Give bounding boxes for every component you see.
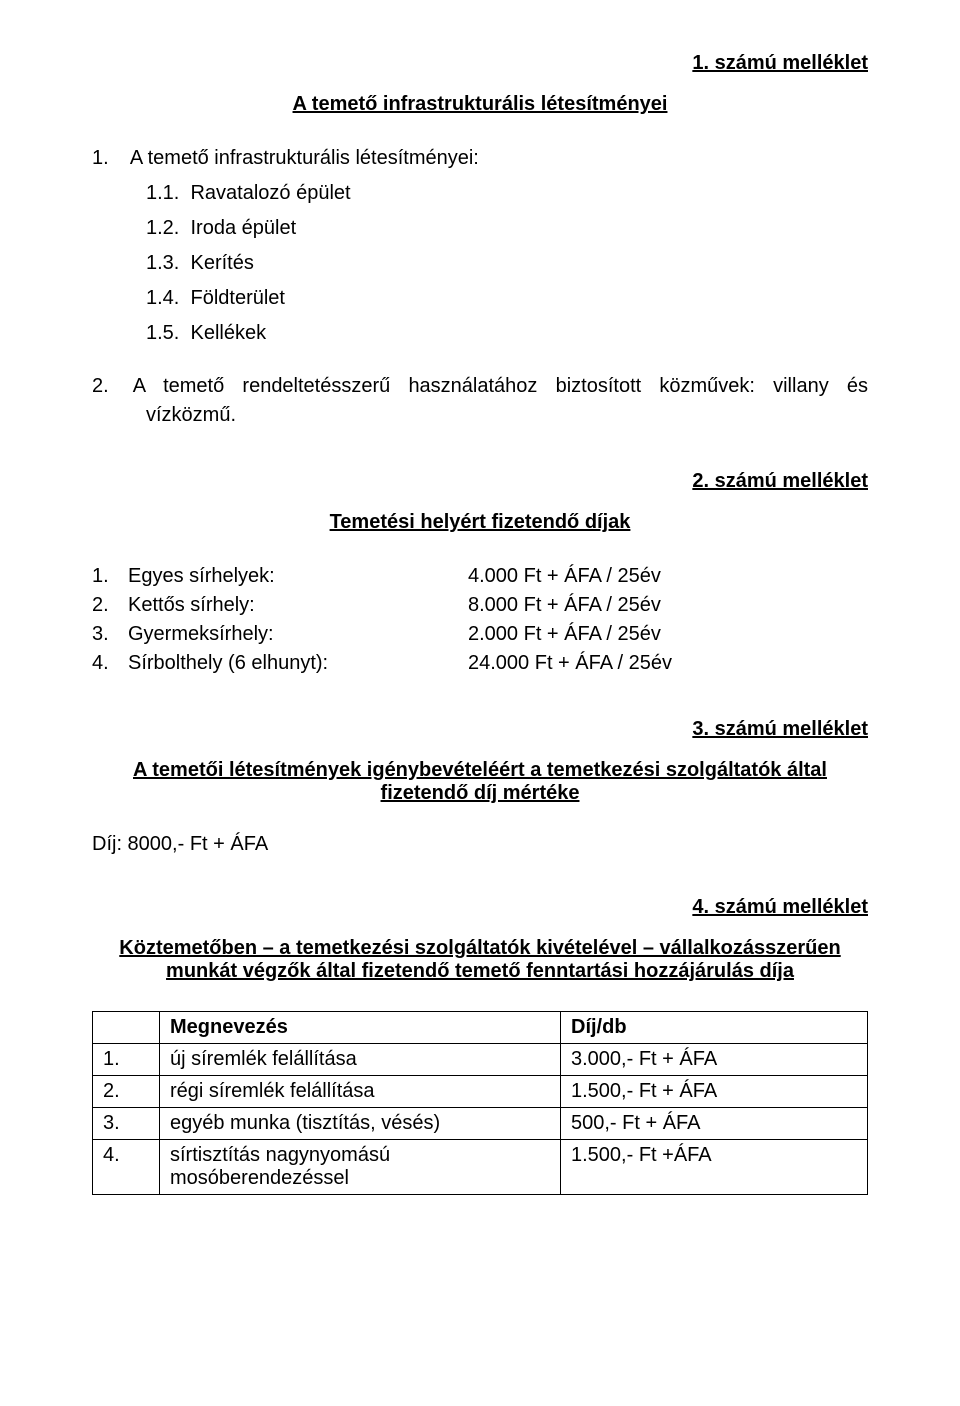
cell-num: 2. xyxy=(93,1076,160,1108)
section-1-intro-text: A temető infrastrukturális létesítményei… xyxy=(130,147,479,169)
cell-name: sírtisztítás nagynyomású mosóberendezéss… xyxy=(160,1140,561,1195)
item-label: Kerítés xyxy=(190,252,253,274)
table-row: 3. egyéb munka (tisztítás, vésés) 500,- … xyxy=(93,1108,868,1140)
item-num: 1.4. xyxy=(146,287,179,309)
section-2-line1: 2. A temető rendeltetésszerű használatáh… xyxy=(92,372,868,401)
fee-table: Megnevezés Díj/db 1. új síremlék felállí… xyxy=(92,1011,868,1195)
table-row: 1. új síremlék felállítása 3.000,- Ft + … xyxy=(93,1044,868,1076)
appendix-4-label: 4. számú melléklet xyxy=(92,896,868,919)
table-row: 4. sírtisztítás nagynyomású mosóberendez… xyxy=(93,1140,868,1195)
item-label: Földterület xyxy=(190,287,285,309)
cell-price: 500,- Ft + ÁFA xyxy=(561,1108,868,1140)
fee-num: 1. xyxy=(92,562,128,591)
fee-list: 1. Egyes sírhelyek: 4.000 Ft + ÁFA / 25é… xyxy=(92,562,868,678)
fee-num: 2. xyxy=(92,591,128,620)
fee-value: 4.000 Ft + ÁFA / 25év xyxy=(468,562,868,591)
appendix-2-label: 2. számú melléklet xyxy=(92,470,868,493)
table-header-blank xyxy=(93,1012,160,1044)
fee-label: Sírbolthely (6 elhunyt): xyxy=(128,649,468,678)
table-header-name: Megnevezés xyxy=(160,1012,561,1044)
item-label: Iroda épület xyxy=(190,217,296,239)
section-2-text: A temető rendeltetésszerű használatához … xyxy=(109,372,868,401)
list-item: 1.5. Kellékek xyxy=(146,319,868,348)
fee-value: 24.000 Ft + ÁFA / 25év xyxy=(468,649,868,678)
item-num: 1.5. xyxy=(146,322,179,344)
appendix-4-title-line1: Köztemetőben – a temetkezési szolgáltató… xyxy=(92,937,868,960)
fee-label: Gyermeksírhely: xyxy=(128,620,468,649)
fee-row: 1. Egyes sírhelyek: 4.000 Ft + ÁFA / 25é… xyxy=(92,562,868,591)
item-num: 1.1. xyxy=(146,182,179,204)
appendix-3-label: 3. számú melléklet xyxy=(92,718,868,741)
cell-price: 1.500,- Ft +ÁFA xyxy=(561,1140,868,1195)
item-label: Kellékek xyxy=(190,322,266,344)
table-row: 2. régi síremlék felállítása 1.500,- Ft … xyxy=(93,1076,868,1108)
cell-num: 1. xyxy=(93,1044,160,1076)
fee-value: 2.000 Ft + ÁFA / 25év xyxy=(468,620,868,649)
appendix-3-title-line1: A temetői létesítmények igénybevételéért… xyxy=(92,759,868,782)
list-item: 1.3. Kerítés xyxy=(146,249,868,278)
cell-name: régi síremlék felállítása xyxy=(160,1076,561,1108)
section-2-line2: vízközmű. xyxy=(92,401,868,430)
section-1-intro-num: 1. xyxy=(92,147,109,169)
cell-num: 4. xyxy=(93,1140,160,1195)
fee-row: 2. Kettős sírhely: 8.000 Ft + ÁFA / 25év xyxy=(92,591,868,620)
fee-value: 8.000 Ft + ÁFA / 25év xyxy=(468,591,868,620)
appendix-1-label: 1. számú melléklet xyxy=(92,52,868,75)
list-item: 1.4. Földterület xyxy=(146,284,868,313)
cell-name: új síremlék felállítása xyxy=(160,1044,561,1076)
section-1-intro: 1. A temető infrastrukturális létesítmén… xyxy=(92,144,868,173)
appendix-3-fee: Díj: 8000,- Ft + ÁFA xyxy=(92,833,868,856)
fee-label: Egyes sírhelyek: xyxy=(128,562,468,591)
appendix-3-title-line2: fizetendő díj mértéke xyxy=(92,782,868,805)
fee-num: 4. xyxy=(92,649,128,678)
item-label: Ravatalozó épület xyxy=(190,182,350,204)
section-2-num: 2. xyxy=(92,372,109,401)
fee-row: 4. Sírbolthely (6 elhunyt): 24.000 Ft + … xyxy=(92,649,868,678)
cell-num: 3. xyxy=(93,1108,160,1140)
appendix-2-title: Temetési helyért fizetendő díjak xyxy=(92,511,868,534)
list-item: 1.1. Ravatalozó épület xyxy=(146,179,868,208)
fee-row: 3. Gyermeksírhely: 2.000 Ft + ÁFA / 25év xyxy=(92,620,868,649)
fee-label: Kettős sírhely: xyxy=(128,591,468,620)
table-header-row: Megnevezés Díj/db xyxy=(93,1012,868,1044)
list-item: 1.2. Iroda épület xyxy=(146,214,868,243)
section-1-items: 1.1. Ravatalozó épület 1.2. Iroda épület… xyxy=(92,179,868,348)
appendix-1-title: A temető infrastrukturális létesítményei xyxy=(92,93,868,116)
item-num: 1.2. xyxy=(146,217,179,239)
item-num: 1.3. xyxy=(146,252,179,274)
table-header-price: Díj/db xyxy=(561,1012,868,1044)
cell-name: egyéb munka (tisztítás, vésés) xyxy=(160,1108,561,1140)
appendix-4-title-line2: munkát végzők által fizetendő temető fen… xyxy=(92,960,868,983)
section-2-paragraph: 2. A temető rendeltetésszerű használatáh… xyxy=(92,372,868,430)
cell-price: 1.500,- Ft + ÁFA xyxy=(561,1076,868,1108)
cell-price: 3.000,- Ft + ÁFA xyxy=(561,1044,868,1076)
fee-num: 3. xyxy=(92,620,128,649)
document-page: 1. számú melléklet A temető infrastruktu… xyxy=(0,0,960,1406)
